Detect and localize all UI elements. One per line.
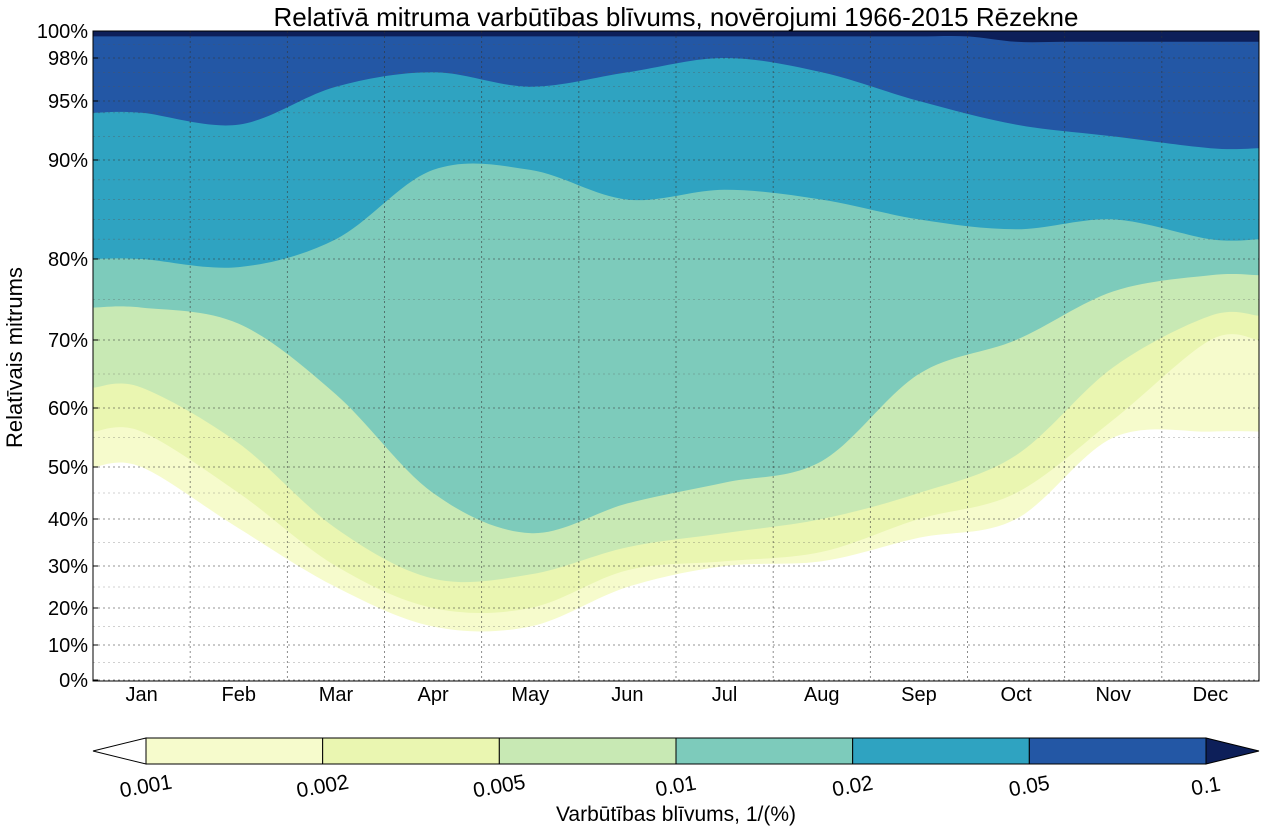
colorbar-tick-label: 0.005 bbox=[471, 771, 527, 803]
colorbar: 0.001 0.002 0.005 0.01 0.02 0.05 0.1 bbox=[92, 737, 1260, 803]
y-tick-label: 70% bbox=[48, 330, 88, 352]
density-band-0.1 bbox=[93, 31, 1259, 43]
colorbar-segment-0.01 bbox=[675, 737, 854, 765]
x-tick-label: Mar bbox=[319, 684, 354, 706]
y-tick-label: 40% bbox=[48, 509, 88, 531]
colorbar-tick-label: 0.1 bbox=[1190, 773, 1223, 801]
colorbar-extend-high bbox=[1205, 737, 1260, 765]
y-axis-label: Relatīvais mitrums bbox=[2, 267, 27, 448]
colorbar-tick-label: 0.02 bbox=[830, 772, 874, 802]
x-tick-label: May bbox=[511, 684, 549, 706]
y-tick-label: 100% bbox=[37, 21, 88, 43]
x-axis-ticks: Jan Feb Mar Apr May Jun Jul Aug Sep Oct Nov Dec bbox=[125, 684, 1228, 706]
y-tick-label: 50% bbox=[48, 457, 88, 479]
x-tick-label: Dec bbox=[1193, 684, 1229, 706]
x-tick-label: Feb bbox=[222, 684, 256, 706]
x-tick-label: Sep bbox=[901, 684, 937, 706]
colorbar-segment-0.05 bbox=[1028, 737, 1207, 765]
colorbar-segment-0.002 bbox=[322, 737, 500, 765]
x-tick-label: Nov bbox=[1095, 684, 1131, 706]
colorbar-segment-0.02 bbox=[852, 737, 1030, 765]
colorbar-segment-0.005 bbox=[498, 737, 677, 765]
y-tick-label: 98% bbox=[48, 48, 88, 70]
y-tick-label: 80% bbox=[48, 249, 88, 271]
x-tick-label: Aug bbox=[804, 684, 840, 706]
y-tick-label: 90% bbox=[48, 150, 88, 172]
colorbar-tick-label: 0.05 bbox=[1007, 772, 1051, 802]
colorbar-label: Varbūtības blīvums, 1/(%) bbox=[555, 803, 797, 826]
density-band-0.05 bbox=[93, 31, 1259, 150]
plot-frame bbox=[92, 30, 1260, 682]
y-tick-label: 60% bbox=[48, 398, 88, 420]
colorbar-segment-0.001 bbox=[145, 737, 324, 765]
y-tick-label: 30% bbox=[48, 556, 88, 578]
y-axis-label-wrap: Relatīvais mitrums bbox=[2, 260, 32, 460]
y-tick-label: 95% bbox=[48, 91, 88, 113]
colorbar-tick-label: 0.01 bbox=[654, 772, 698, 802]
x-tick-label: Jan bbox=[125, 684, 157, 706]
x-tick-label: Apr bbox=[418, 684, 449, 706]
x-tick-label: Oct bbox=[1001, 684, 1033, 706]
x-tick-label: Jul bbox=[712, 684, 738, 706]
y-tick-label: 20% bbox=[48, 598, 88, 620]
y-tick-label: 0% bbox=[59, 670, 88, 692]
plot-area: 0%10%20%30%40%50%60%70%80%90%95%98%100% … bbox=[37, 21, 1260, 706]
colorbar-tick-label: 0.001 bbox=[118, 771, 174, 803]
y-tick-label: 10% bbox=[48, 635, 88, 657]
x-tick-label: Jun bbox=[611, 684, 643, 706]
colorbar-tick-label: 0.002 bbox=[295, 771, 351, 803]
colorbar-extend-low bbox=[92, 737, 147, 765]
chart-title: Relatīvā mitruma varbūtības blīvums, nov… bbox=[273, 2, 1079, 32]
y-axis-ticks: 0% 10% 20% 30% 40% 50% 60% 70% 80% 90% 95% 98% 100% bbox=[37, 21, 98, 692]
